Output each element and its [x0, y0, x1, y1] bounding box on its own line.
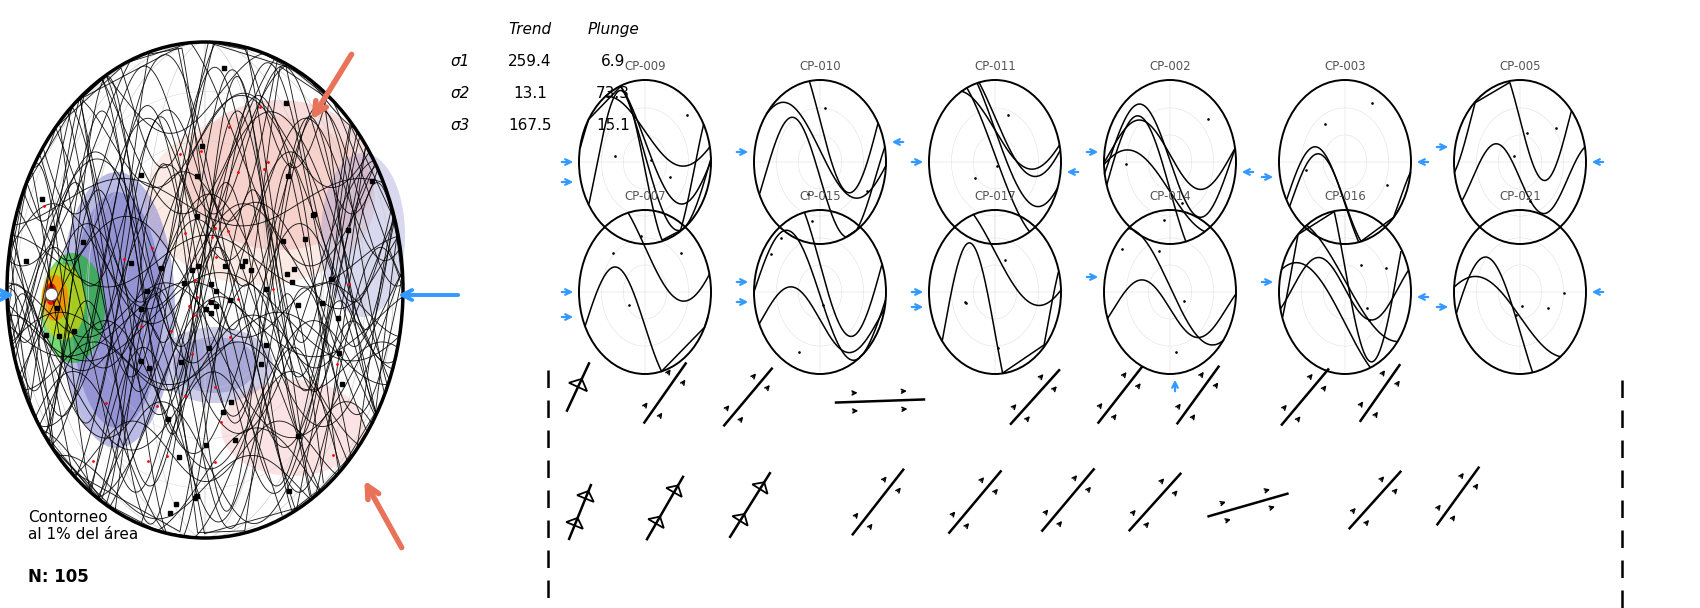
Ellipse shape — [71, 192, 162, 428]
Text: 6.9: 6.9 — [600, 54, 626, 69]
Ellipse shape — [41, 264, 85, 340]
Text: Contorneo
al 1% del área: Contorneo al 1% del área — [27, 510, 138, 542]
Text: CP-010: CP-010 — [799, 60, 842, 73]
Ellipse shape — [156, 327, 274, 403]
Text: σ3: σ3 — [450, 118, 469, 133]
Text: CP-003: CP-003 — [1324, 60, 1365, 73]
Text: CP-009: CP-009 — [624, 60, 666, 73]
Text: CP-005: CP-005 — [1499, 60, 1540, 73]
Ellipse shape — [41, 253, 105, 363]
Ellipse shape — [42, 275, 68, 321]
Text: 167.5: 167.5 — [508, 118, 552, 133]
Text: CP-021: CP-021 — [1499, 190, 1540, 203]
Text: σ1: σ1 — [450, 54, 469, 69]
Ellipse shape — [321, 153, 405, 317]
Text: CP-007: CP-007 — [624, 190, 666, 203]
Ellipse shape — [144, 115, 376, 285]
Ellipse shape — [60, 172, 175, 448]
Text: CP-002: CP-002 — [1149, 60, 1190, 73]
Text: Plunge: Plunge — [586, 22, 639, 37]
Text: Trend: Trend — [508, 22, 551, 37]
Text: CP-014: CP-014 — [1149, 190, 1192, 203]
Ellipse shape — [185, 100, 376, 250]
Ellipse shape — [44, 283, 58, 305]
Text: CP-017: CP-017 — [974, 190, 1017, 203]
Ellipse shape — [221, 380, 366, 476]
Text: CP-015: CP-015 — [799, 190, 842, 203]
Text: CP-016: CP-016 — [1324, 190, 1365, 203]
Ellipse shape — [173, 337, 257, 393]
Text: σ2: σ2 — [450, 86, 469, 101]
Text: 73.3: 73.3 — [597, 86, 631, 101]
Text: N: 105: N: 105 — [27, 568, 88, 586]
Text: 13.1: 13.1 — [513, 86, 547, 101]
Text: 15.1: 15.1 — [597, 118, 631, 133]
Text: 259.4: 259.4 — [508, 54, 552, 69]
Text: CP-011: CP-011 — [974, 60, 1017, 73]
